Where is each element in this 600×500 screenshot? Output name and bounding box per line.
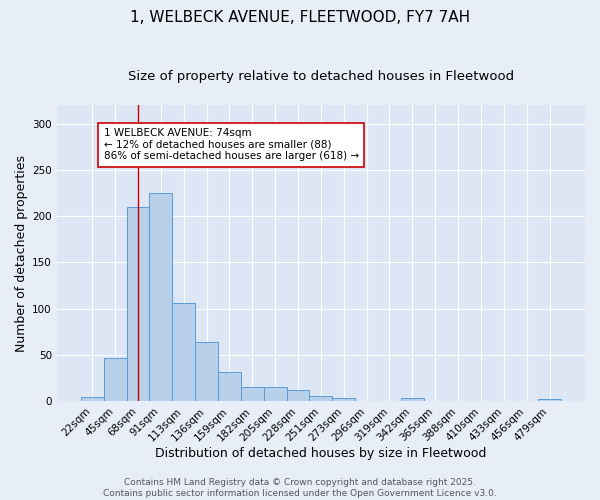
Text: Contains HM Land Registry data © Crown copyright and database right 2025.
Contai: Contains HM Land Registry data © Crown c… [103, 478, 497, 498]
Bar [264, 387, 287, 401]
Bar [332, 398, 355, 401]
Title: Size of property relative to detached houses in Fleetwood: Size of property relative to detached ho… [128, 70, 514, 83]
Bar [218, 372, 241, 401]
Bar [81, 398, 104, 401]
X-axis label: Distribution of detached houses by size in Fleetwood: Distribution of detached houses by size … [155, 447, 487, 460]
Bar [310, 396, 332, 401]
Bar [287, 390, 310, 401]
Bar [538, 400, 561, 401]
Bar [104, 358, 127, 401]
Bar [241, 387, 264, 401]
Text: 1 WELBECK AVENUE: 74sqm
← 12% of detached houses are smaller (88)
86% of semi-de: 1 WELBECK AVENUE: 74sqm ← 12% of detache… [104, 128, 359, 162]
Y-axis label: Number of detached properties: Number of detached properties [15, 154, 28, 352]
Bar [401, 398, 424, 401]
Text: 1, WELBECK AVENUE, FLEETWOOD, FY7 7AH: 1, WELBECK AVENUE, FLEETWOOD, FY7 7AH [130, 10, 470, 25]
Bar [172, 303, 195, 401]
Bar [149, 193, 172, 401]
Bar [127, 207, 149, 401]
Bar [195, 342, 218, 401]
